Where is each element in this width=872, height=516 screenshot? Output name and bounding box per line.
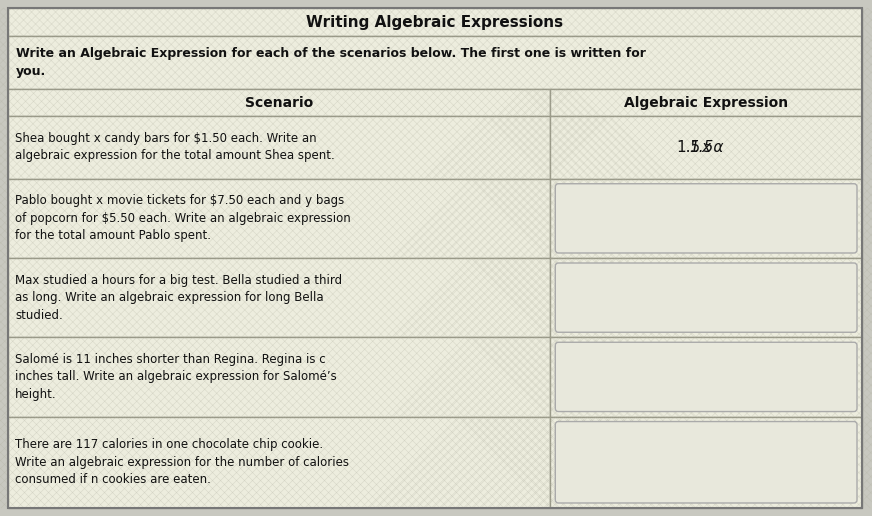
Text: Writing Algebraic Expressions: Writing Algebraic Expressions	[306, 15, 563, 30]
Bar	[550, 89, 862, 116]
Bar	[550, 179, 862, 258]
Bar	[550, 116, 862, 179]
Text: Write an Algebraic Expression for each of the scenarios below. The first one is : Write an Algebraic Expression for each o…	[16, 47, 646, 78]
Text: 1.5: 1.5	[676, 140, 700, 155]
Text: Algebraic Expression: Algebraic Expression	[624, 95, 788, 109]
FancyBboxPatch shape	[555, 263, 857, 332]
Bar	[550, 416, 862, 508]
Bar	[8, 89, 550, 116]
Text: Scenario: Scenario	[245, 95, 313, 109]
Bar	[8, 8, 862, 37]
Text: Shea bought x candy bars for $1.50 each. Write an
algebraic expression for the t: Shea bought x candy bars for $1.50 each.…	[15, 132, 335, 163]
Bar	[8, 258, 550, 337]
Text: 1.5α: 1.5α	[689, 140, 724, 155]
FancyBboxPatch shape	[555, 342, 857, 412]
Text: Pablo bought x movie tickets for $7.50 each and y bags
of popcorn for $5.50 each: Pablo bought x movie tickets for $7.50 e…	[15, 195, 351, 243]
Bar	[8, 416, 550, 508]
Text: There are 117 calories in one chocolate chip cookie.
Write an algebraic expressi: There are 117 calories in one chocolate …	[15, 438, 349, 486]
Bar	[550, 258, 862, 337]
FancyBboxPatch shape	[555, 184, 857, 253]
Bar	[8, 179, 550, 258]
FancyBboxPatch shape	[555, 422, 857, 503]
Bar	[8, 337, 550, 416]
Bar	[8, 37, 862, 89]
Text: Salomé is 11 inches shorter than Regina. Regina is c
inches tall. Write an algeb: Salomé is 11 inches shorter than Regina.…	[15, 353, 337, 401]
Bar	[8, 116, 550, 179]
Text: x: x	[701, 140, 710, 155]
Bar	[550, 337, 862, 416]
Text: Max studied a hours for a big test. Bella studied a third
as long. Write an alge: Max studied a hours for a big test. Bell…	[15, 273, 342, 321]
